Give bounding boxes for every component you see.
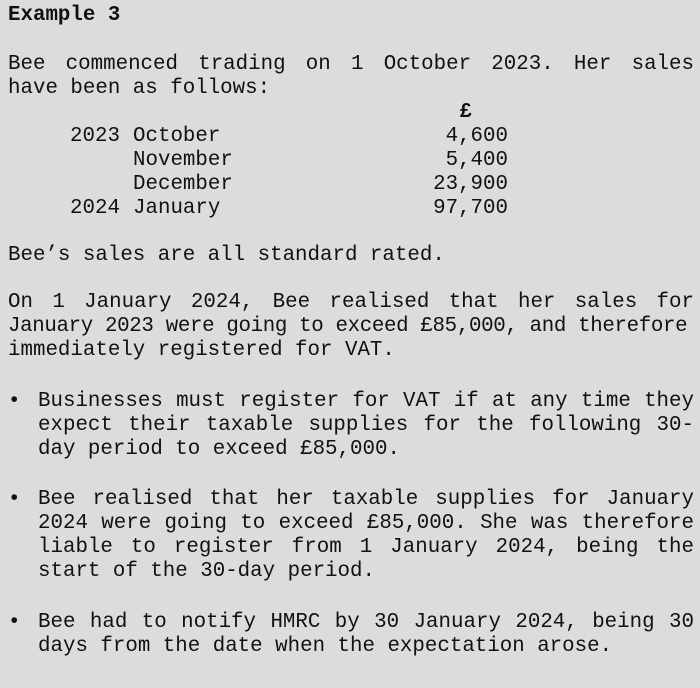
year-cell: 2024 <box>70 197 120 220</box>
month-cell: October <box>133 125 221 148</box>
bullet-line: 2024 were going to exceed £85,000. She w… <box>38 512 694 535</box>
bullet-icon: • <box>8 488 21 511</box>
amount-cell: 5,400 <box>445 149 508 172</box>
bullet-line: Bee had to notify HMRC by 30 January 202… <box>38 611 694 634</box>
bullet-icon: • <box>8 390 21 413</box>
amount-cell: 23,900 <box>433 173 508 196</box>
paragraph-line: January 2023 were going to exceed £85,00… <box>8 315 688 338</box>
table-row: December 23,900 <box>0 173 700 197</box>
table-row: November 5,400 <box>0 149 700 173</box>
example-title: Example 3 <box>8 4 121 27</box>
bullet-line: start of the 30-day period. <box>38 560 375 583</box>
intro-line: have been as follows: <box>8 77 271 100</box>
intro-line: Bee commenced trading on 1 October 2023.… <box>8 53 694 76</box>
bullet-icon: • <box>8 611 21 634</box>
paragraph-line: immediately registered for VAT. <box>8 339 395 362</box>
amount-cell: 4,600 <box>445 125 508 148</box>
month-cell: December <box>133 173 233 196</box>
bullet-line: expect their taxable supplies for the fo… <box>38 414 694 437</box>
year-cell: 2023 <box>70 125 120 148</box>
bullet-line: days from the date when the expectation … <box>38 635 613 658</box>
bullet-line: Bee realised that her taxable supplies f… <box>38 488 694 511</box>
bullet-line: liable to register from 1 January 2024, … <box>38 536 694 559</box>
bullet-line: day period to exceed £85,000. <box>38 438 400 461</box>
month-cell: January <box>133 197 221 220</box>
month-cell: November <box>133 149 233 172</box>
amount-cell: 97,700 <box>433 197 508 220</box>
standard-rated-text: Bee’s sales are all standard rated. <box>8 244 445 267</box>
paragraph-line: On 1 January 2024, Bee realised that her… <box>8 291 694 314</box>
bullet-line: Businesses must register for VAT if at a… <box>38 390 694 413</box>
table-row: 2024 January 97,700 <box>0 197 700 221</box>
currency-header: £ <box>459 101 472 124</box>
table-row: 2023 October 4,600 <box>0 125 700 149</box>
